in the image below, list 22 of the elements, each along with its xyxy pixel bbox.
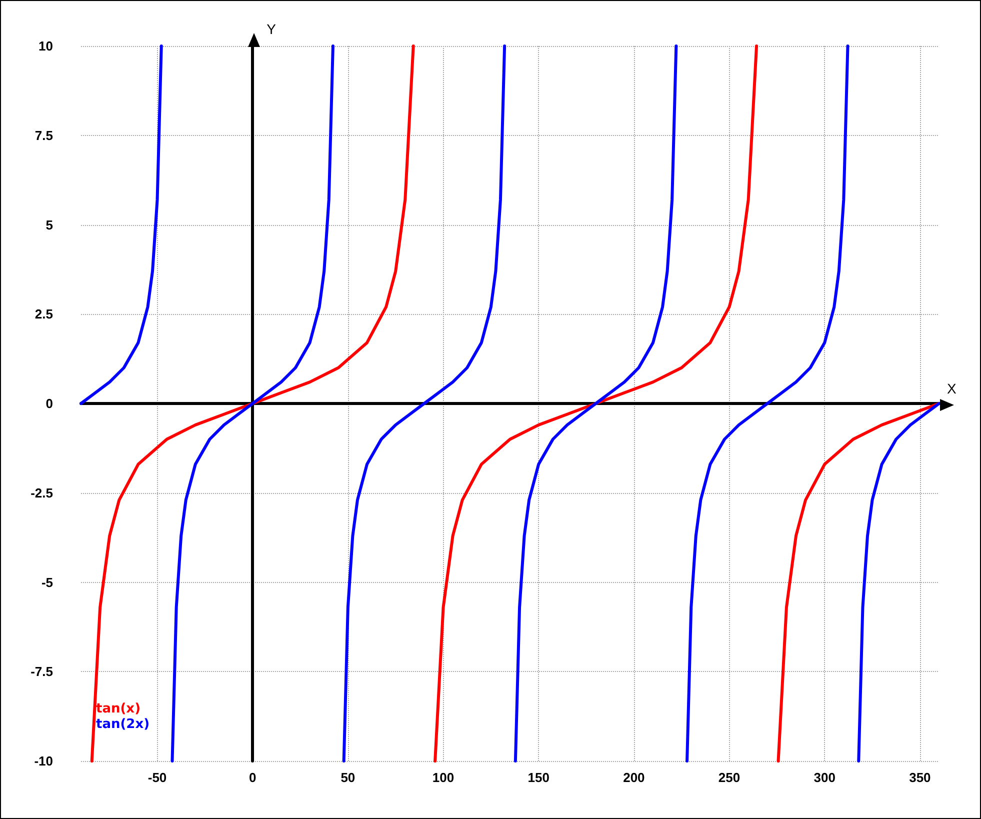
y-tick-label: -10: [34, 754, 53, 768]
y-tick-label: 10: [38, 38, 53, 54]
y-axis-title: Y: [266, 21, 277, 37]
x-tick-label: 50: [340, 770, 356, 785]
x-tick-label: 150: [528, 770, 550, 785]
y-tick-label: 7.5: [34, 128, 53, 143]
y-tick-label: -5: [41, 574, 53, 590]
x-tick-label: 350: [909, 770, 931, 785]
y-tick-label: 2.5: [34, 306, 53, 322]
series-label: tan(2x): [96, 717, 150, 732]
y-tick-label: -7.5: [30, 664, 53, 680]
x-axis-title: X: [947, 380, 957, 396]
series-label: tan(x): [96, 702, 141, 716]
x-tick-label: 200: [623, 770, 645, 785]
x-tick-label: 300: [814, 770, 836, 785]
y-tick-label: 5: [46, 217, 53, 232]
y-tick-label: -2.5: [30, 485, 53, 500]
x-tick-label: -50: [148, 770, 167, 785]
y-tick-label: 0: [46, 396, 53, 411]
x-tick-label: 250: [718, 770, 740, 785]
x-tick-label: 100: [432, 770, 454, 785]
x-tick-label: 0: [248, 770, 256, 785]
